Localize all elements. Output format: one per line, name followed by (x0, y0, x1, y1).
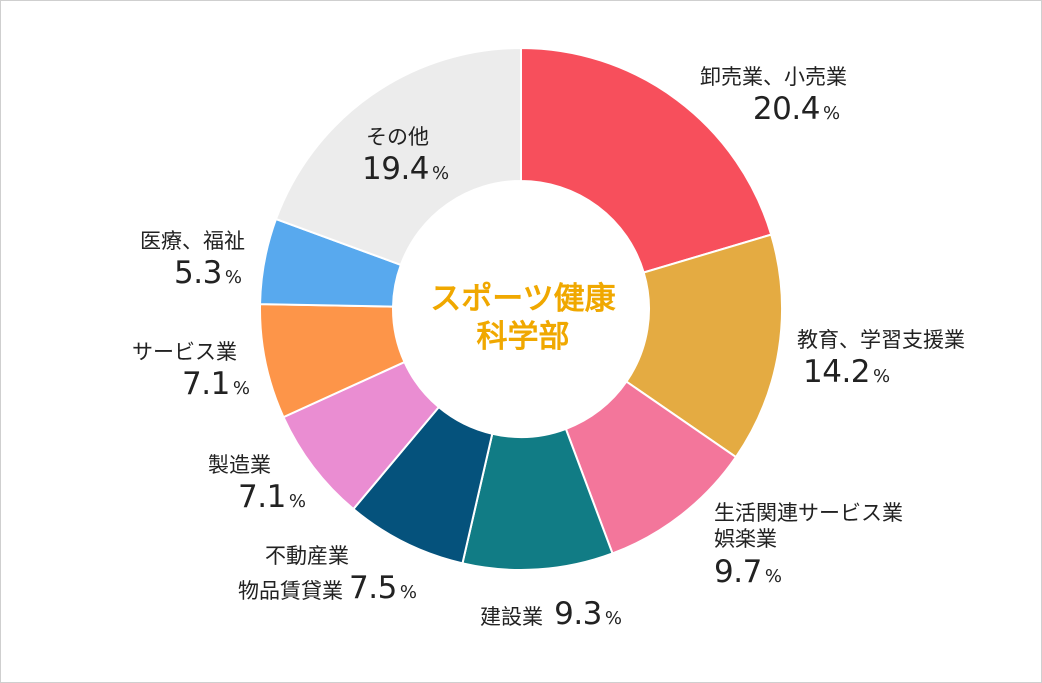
slice-label-education: 教育、学習支援業 14.2% (797, 327, 965, 392)
slice-label-name-2: 娯楽業 (714, 527, 777, 552)
slice-label-value: 5.3 (174, 255, 222, 292)
center-label-line-1: スポーツ健康 (430, 281, 616, 317)
slice-label-name-2: 物品賃貸業 (238, 579, 343, 604)
slice-label-name: 製造業 (208, 453, 271, 477)
slice-label-name: 建設業 (480, 605, 543, 629)
slice-label-value: 9.3 (554, 596, 602, 632)
slice-label-value: 7.1 (238, 479, 286, 516)
slice-label-name: 不動産業 (265, 544, 349, 568)
slice-label-retail: 卸売業、小売業 20.4% (700, 64, 847, 129)
slice-label-value: 19.4 (362, 151, 430, 188)
donut-slice-0 (520, 46, 773, 274)
slice-label-pct: % (288, 491, 306, 513)
donut-slice-8 (274, 46, 522, 267)
slice-label-pct: % (399, 582, 417, 604)
slice-label-pct: % (822, 103, 841, 125)
slice-label-manufacturing: 製造業 7.1% (208, 452, 306, 517)
slice-label-value: 14.2 (803, 354, 871, 391)
slice-label-pct: % (604, 608, 623, 629)
slice-label-lifestyle: 生活関連サービス業 娯楽業 9.7% (714, 500, 903, 591)
donut-slice-1 (625, 233, 783, 459)
slice-label-name: 卸売業、小売業 (700, 65, 847, 89)
slice-label-name: 教育、学習支援業 (797, 328, 965, 352)
slice-label-name: 生活関連サービス業 (714, 501, 903, 525)
slice-label-realestate: 不動産業 物品賃貸業 7.5% (238, 543, 417, 608)
slice-label-value: 20.4 (752, 91, 821, 128)
slice-label-pct: % (224, 267, 242, 289)
slice-label-pct: % (232, 378, 250, 400)
slice-label-name: その他 (366, 125, 429, 149)
slice-label-name: 医療、福祉 (140, 229, 245, 253)
slice-label-value: 7.1 (182, 366, 230, 403)
slice-label-value: 7.5 (349, 570, 397, 607)
slice-label-pct: % (873, 366, 891, 388)
slice-label-other: その他 19.4% (362, 124, 449, 189)
slice-label-pct: % (432, 163, 450, 185)
slice-label-pct: % (764, 565, 782, 587)
center-label: スポーツ健康 科学部 (390, 281, 656, 357)
slice-label-services: サービス業 7.1% (132, 339, 250, 404)
center-label-line-2: 科学部 (476, 318, 570, 355)
slice-label-value: 9.7 (714, 553, 762, 590)
slice-label-name: サービス業 (132, 340, 237, 364)
slice-label-medical: 医療、福祉 5.3% (140, 228, 245, 293)
slice-label-construction: 建設業 9.3% (480, 595, 622, 634)
